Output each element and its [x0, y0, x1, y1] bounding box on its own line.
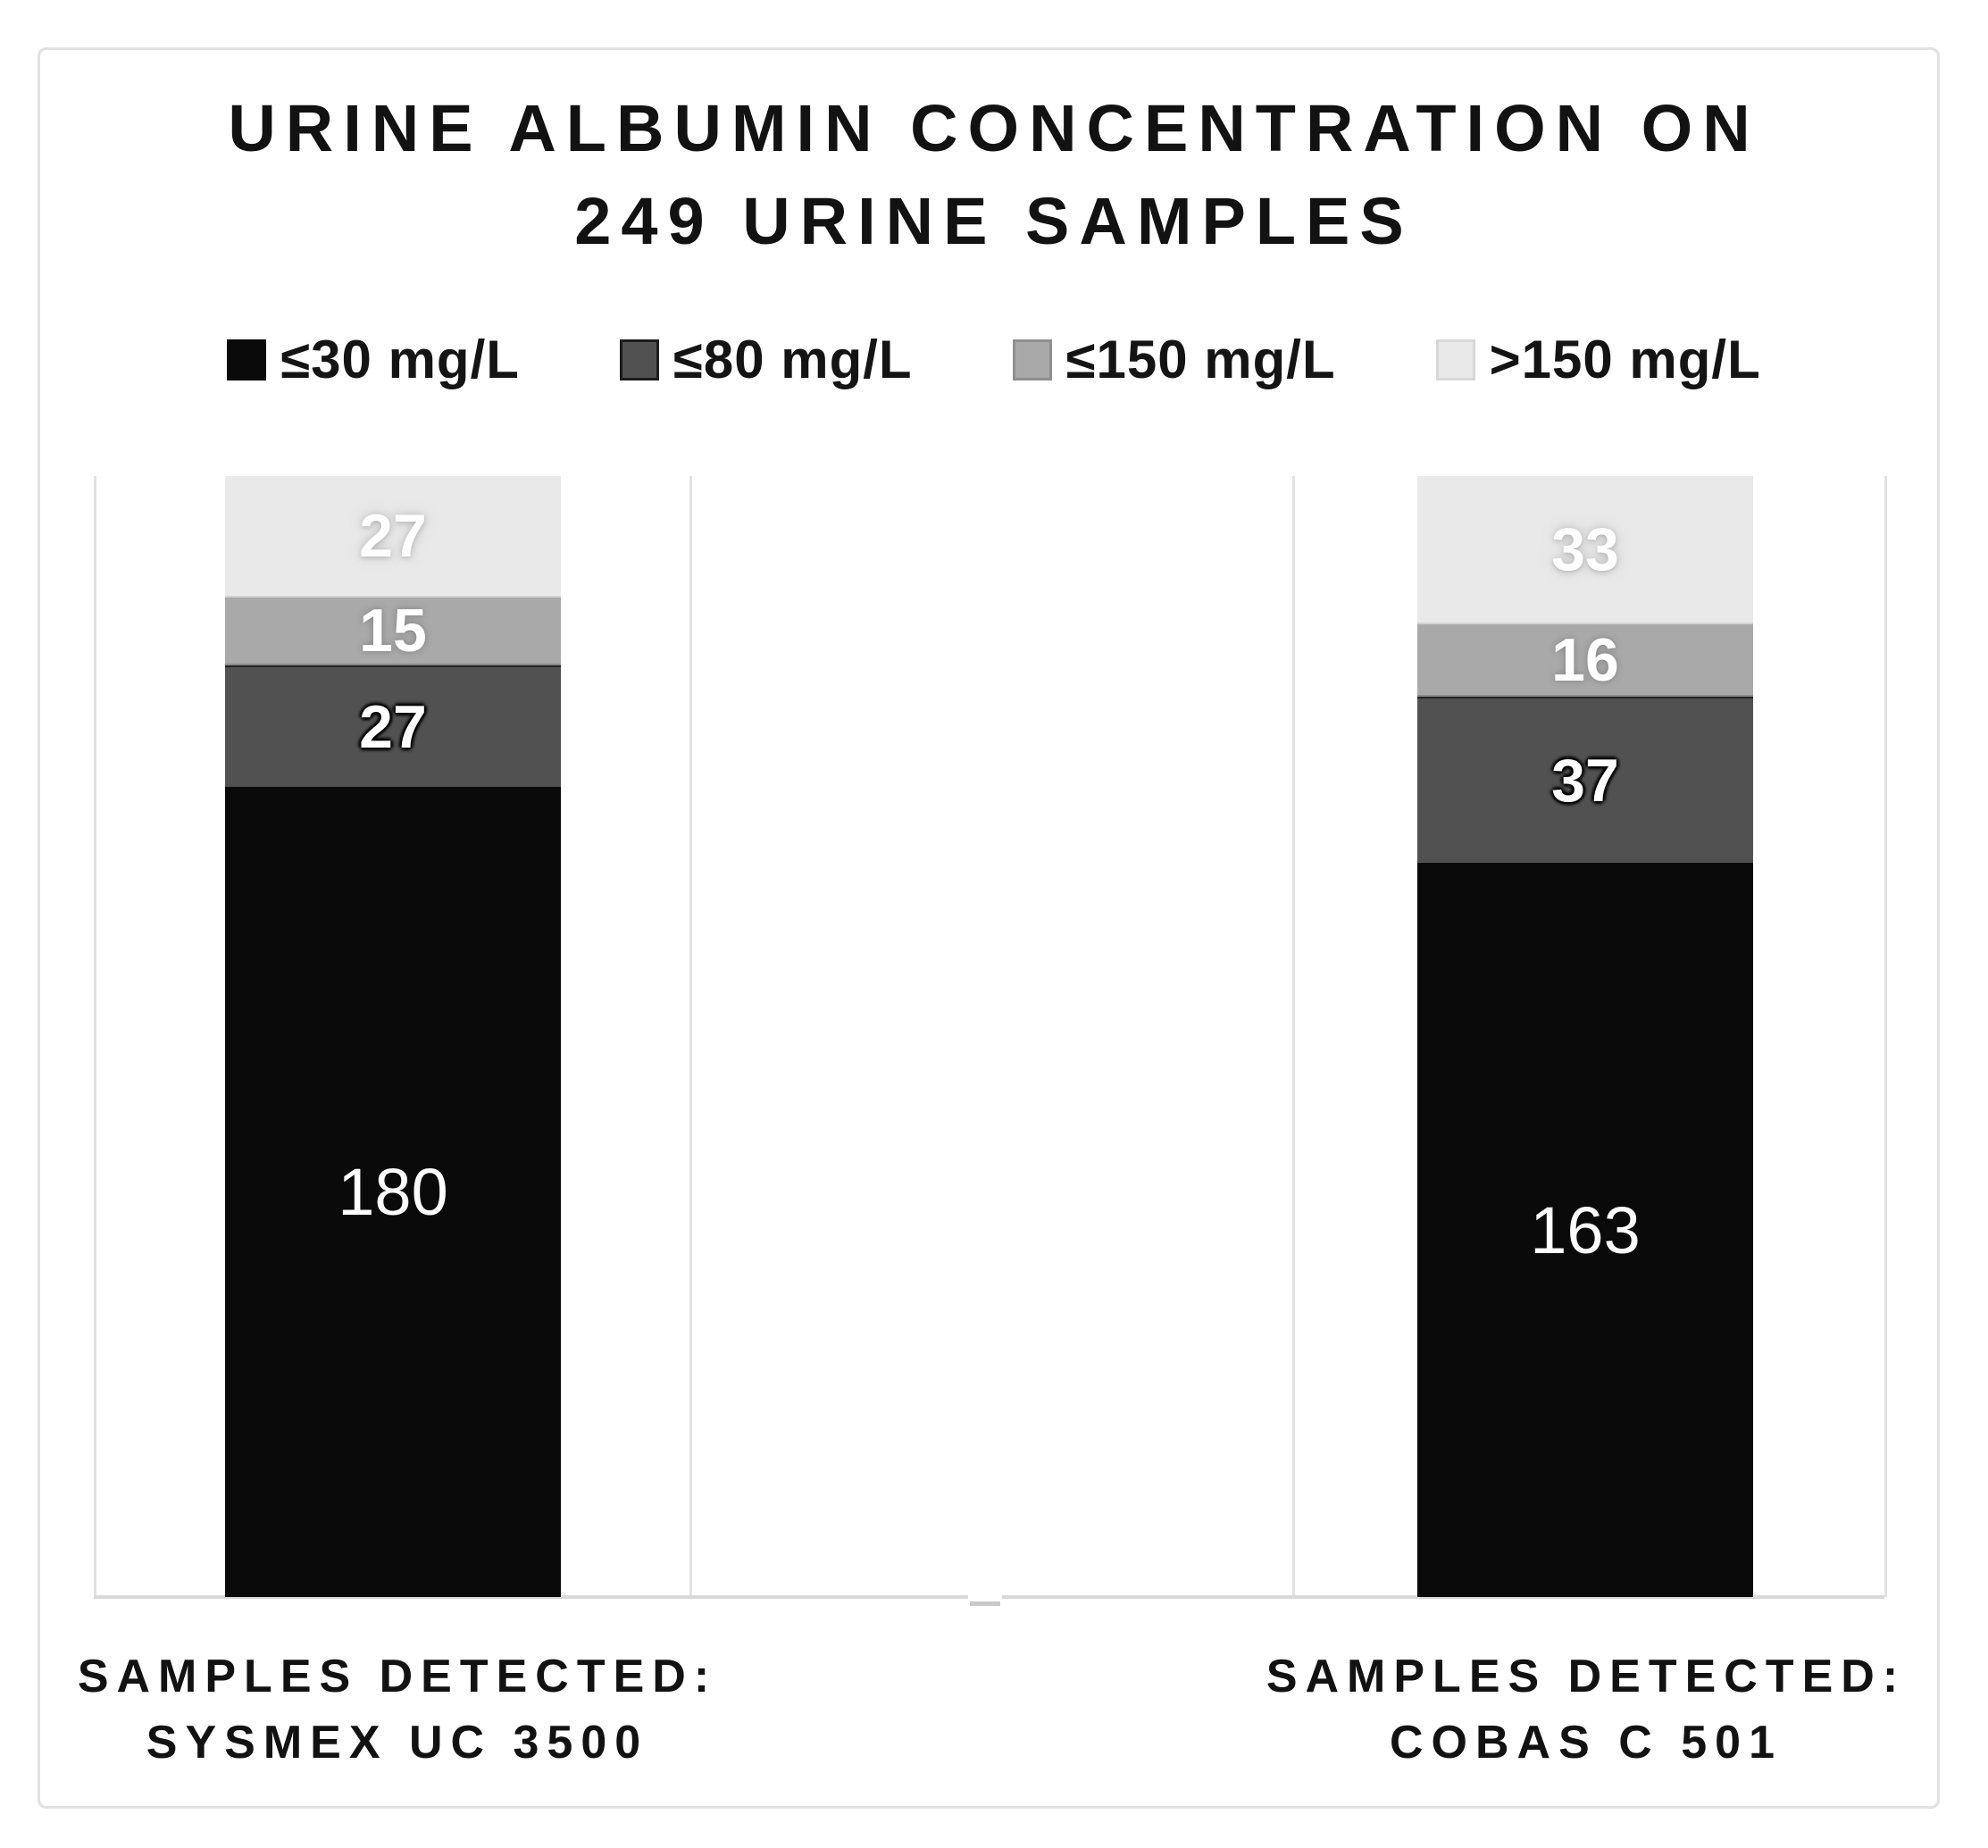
- chart-title-line-1: URINE ALBUMIN CONCENTRATION ON: [228, 91, 1760, 165]
- legend-label-le150: ≤150 mg/L: [1065, 330, 1336, 389]
- legend-swatch-le150-icon: [1012, 339, 1052, 380]
- bar2-value-le150: 16: [1551, 625, 1619, 694]
- legend: ≤30 mg/L ≤80 mg/L ≤150 mg/L >150 mg/L: [0, 329, 1988, 390]
- bar1-value-le80: 27: [359, 693, 427, 761]
- bar1-segment-le80: 27: [225, 665, 561, 787]
- figure-border: [38, 47, 1940, 1809]
- legend-swatch-le30-icon: [227, 339, 267, 380]
- chart-title: URINE ALBUMIN CONCENTRATION ON 249 URINE…: [0, 82, 1988, 268]
- category-label-sysmex-line-1: SAMPLES DETECTED:: [77, 1651, 718, 1702]
- chart-title-line-2: 249 URINE SAMPLES: [574, 184, 1414, 258]
- bar-sysmex-uc-3500: 27 15 27 180: [225, 476, 561, 1597]
- category-label-cobas-line-1: SAMPLES DETECTED:: [1265, 1651, 1907, 1702]
- legend-item-le150: ≤150 mg/L: [1012, 329, 1336, 390]
- legend-label-gt150: >150 mg/L: [1489, 330, 1761, 389]
- bar-cobas-c-501: 33 16 37 163: [1417, 476, 1753, 1597]
- gridline-left: [94, 476, 96, 1597]
- gridline-mid-left: [689, 476, 692, 1597]
- category-label-sysmex: SAMPLES DETECTED: SYSMEX UC 3500: [58, 1643, 737, 1776]
- legend-label-le30: ≤30 mg/L: [280, 330, 520, 389]
- legend-label-le80: ≤80 mg/L: [672, 330, 913, 389]
- category-label-sysmex-line-2: SYSMEX UC 3500: [146, 1717, 649, 1769]
- bar2-segment-le30: 163: [1417, 863, 1753, 1597]
- bar1-value-le30: 180: [338, 1155, 448, 1229]
- bar1-segment-le150: 15: [225, 597, 561, 665]
- legend-swatch-le80-icon: [619, 339, 659, 380]
- gridline-right: [1884, 476, 1887, 1597]
- bar2-value-le80: 37: [1551, 747, 1619, 815]
- bar1-segment-gt150: 27: [225, 476, 561, 598]
- bar2-value-gt150: 33: [1551, 515, 1619, 583]
- legend-item-gt150: >150 mg/L: [1435, 329, 1761, 390]
- bar1-segment-le30: 180: [225, 787, 561, 1597]
- legend-item-le30: ≤30 mg/L: [227, 329, 520, 390]
- category-label-cobas: SAMPLES DETECTED: COBAS C 501: [1247, 1643, 1925, 1776]
- legend-swatch-gt150-icon: [1435, 339, 1475, 380]
- bar2-value-le30: 163: [1530, 1192, 1641, 1267]
- gridline-mid-right: [1292, 476, 1295, 1597]
- x-axis-line-right: [1002, 1595, 1884, 1599]
- bar2-segment-gt150: 33: [1417, 476, 1753, 624]
- legend-item-le80: ≤80 mg/L: [619, 329, 913, 390]
- bar2-segment-le150: 16: [1417, 624, 1753, 697]
- x-axis-tick: [970, 1601, 1000, 1606]
- bar2-segment-le80: 37: [1417, 697, 1753, 863]
- category-label-cobas-line-2: COBAS C 501: [1390, 1717, 1783, 1769]
- x-axis-line-left: [94, 1595, 968, 1599]
- bar1-value-le150: 15: [359, 597, 427, 665]
- bar1-value-gt150: 27: [359, 502, 427, 570]
